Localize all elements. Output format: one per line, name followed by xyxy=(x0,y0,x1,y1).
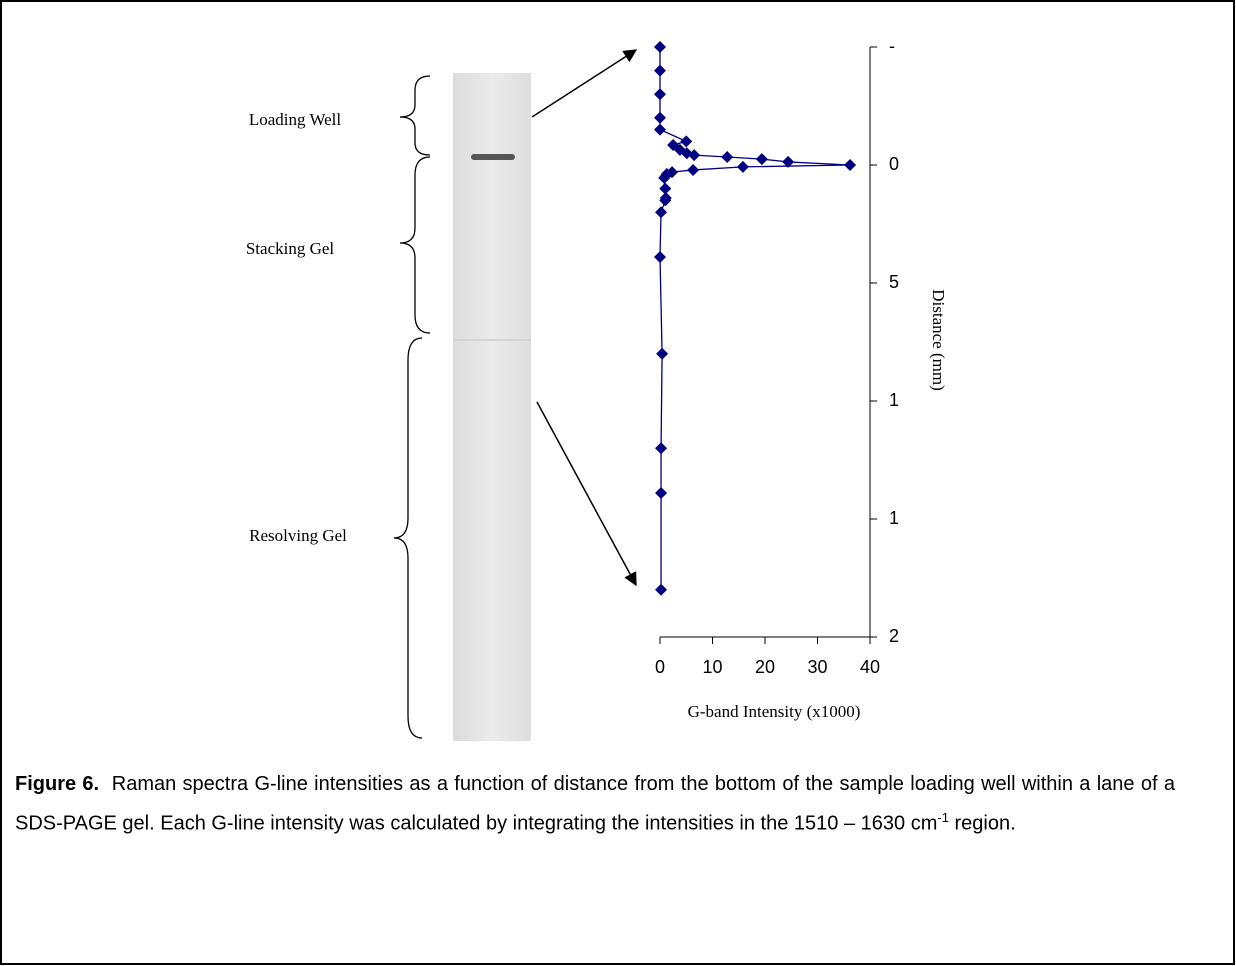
x-tick-label: 40 xyxy=(860,657,880,677)
data-point xyxy=(736,160,749,173)
brace xyxy=(393,337,423,739)
data-point xyxy=(655,442,668,455)
data-point xyxy=(655,206,668,219)
gel-label: Stacking Gel xyxy=(246,239,335,258)
data-point xyxy=(655,583,668,596)
data-point xyxy=(680,135,693,148)
arrow xyxy=(531,49,638,118)
data-point xyxy=(687,163,700,176)
y-axis-title: Distance (mm) xyxy=(929,289,948,391)
arrow xyxy=(536,401,637,587)
gel-label: Loading Well xyxy=(249,110,342,129)
series-line xyxy=(659,47,851,590)
gel-label: Resolving Gel xyxy=(249,526,347,545)
data-point xyxy=(755,153,768,166)
braces xyxy=(393,75,431,739)
data-point xyxy=(654,88,666,101)
data-point xyxy=(658,171,671,184)
y-tick-label: 1 xyxy=(889,508,899,528)
brace xyxy=(399,156,431,334)
data-point xyxy=(688,149,701,162)
data-point xyxy=(844,159,857,171)
data-point xyxy=(659,182,672,195)
data-point xyxy=(656,347,669,360)
gel-lane xyxy=(453,73,531,741)
data-point xyxy=(782,155,795,168)
caption-text: Raman spectra G-line intensities as a fu… xyxy=(15,773,1175,835)
caption-label: Figure 6. xyxy=(15,773,100,795)
x-tick-label: 30 xyxy=(807,657,827,677)
x-tick-label: 0 xyxy=(655,657,665,677)
x-tick-label: 10 xyxy=(702,657,722,677)
x-axis-title: G-band Intensity (x1000) xyxy=(688,702,861,721)
x-tick-label: 20 xyxy=(755,657,775,677)
gel-band xyxy=(471,154,515,160)
data-point xyxy=(654,251,666,264)
data-point xyxy=(654,111,666,124)
caption-superscript: -1 xyxy=(937,810,949,825)
data-point xyxy=(659,194,672,207)
data-point xyxy=(721,150,734,163)
y-tick-label: 0 xyxy=(889,154,899,174)
y-tick-label: 5 xyxy=(889,272,899,292)
y-tick-label: 2 xyxy=(889,626,899,646)
data-point xyxy=(655,487,668,500)
y-tick-label: 1 xyxy=(889,390,899,410)
y-tick-label: - xyxy=(889,36,895,56)
data-point xyxy=(654,41,666,53)
data-point xyxy=(654,64,666,77)
caption-text: region. xyxy=(948,812,1016,835)
caption: Figure 6. Raman spectra G-line intensiti… xyxy=(15,768,1175,841)
data-point xyxy=(654,123,666,136)
brace xyxy=(399,75,431,156)
